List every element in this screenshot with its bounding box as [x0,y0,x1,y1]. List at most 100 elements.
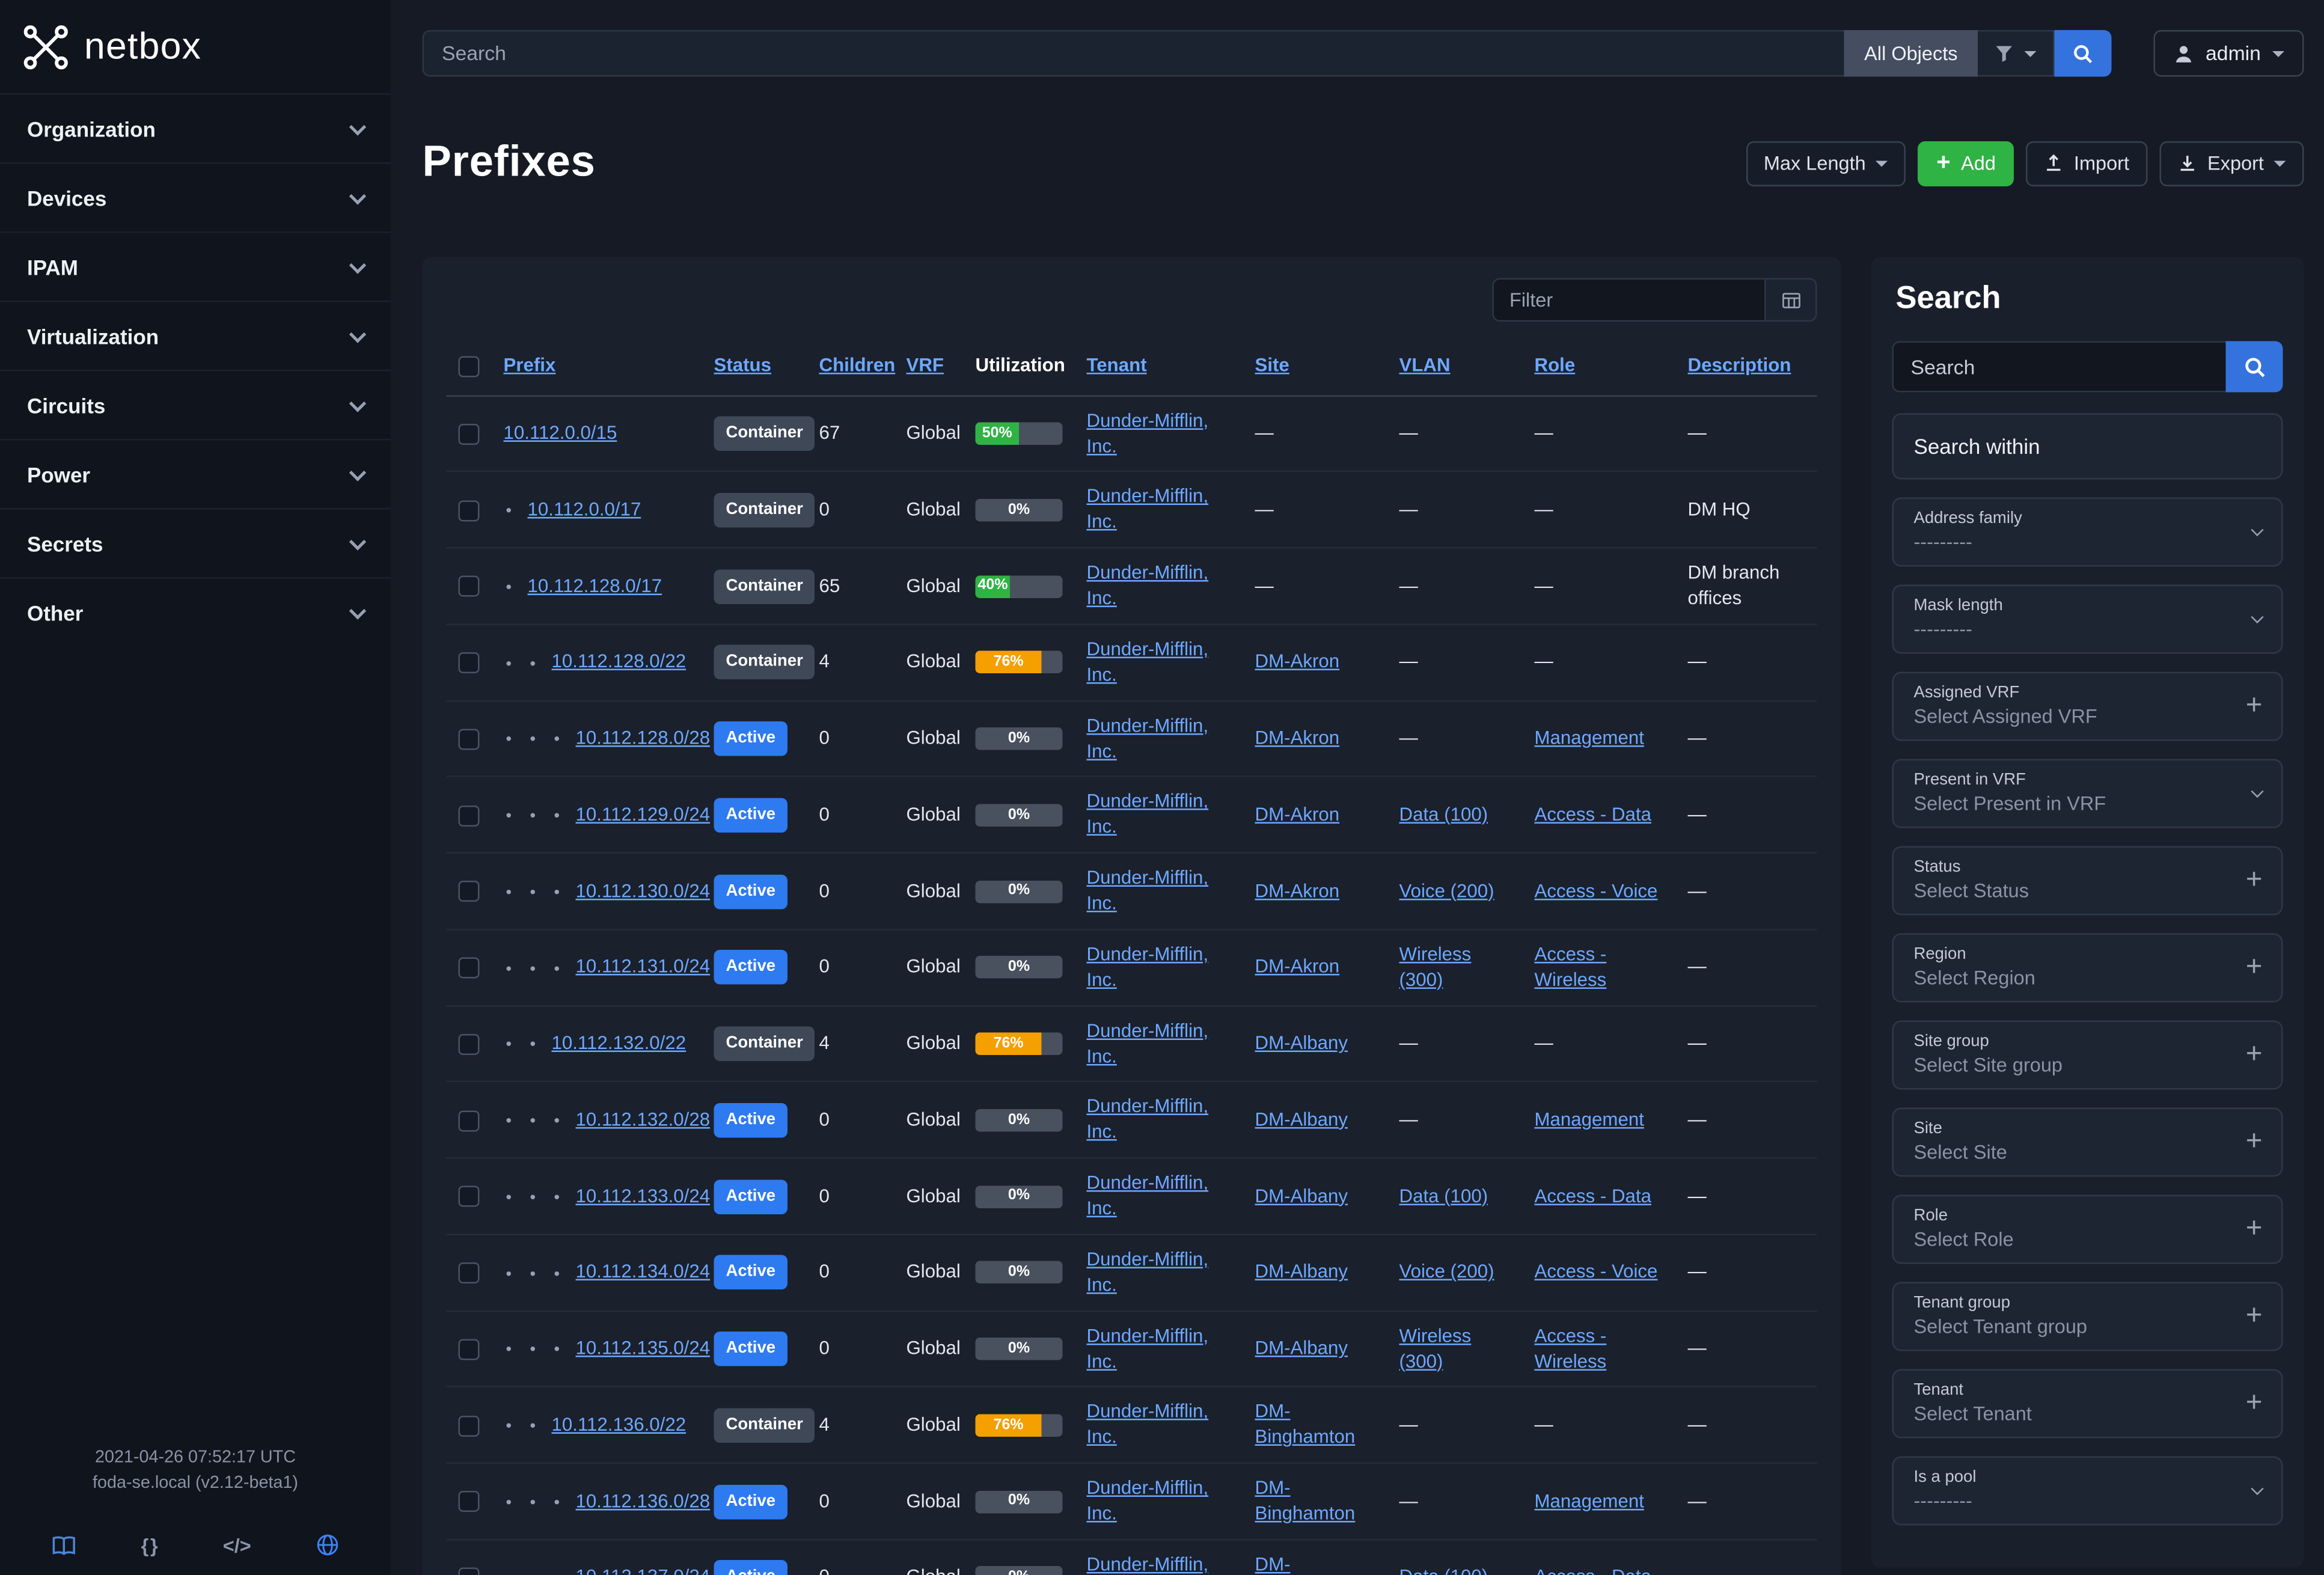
column-sort-link[interactable]: VLAN [1399,355,1451,376]
tenant-link[interactable]: Dunder-Mifflin, Inc. [1086,1096,1209,1143]
role-link[interactable]: Access - Voice [1534,880,1658,902]
site-link[interactable]: DM-Akron [1255,727,1340,749]
sidebar-item-circuits[interactable]: Circuits [0,370,391,439]
vlan-link[interactable]: Voice (200) [1399,880,1494,902]
table-columns-button[interactable] [1766,278,1818,322]
column-sort-link[interactable]: Description [1687,355,1791,376]
row-checkbox[interactable] [458,957,480,979]
column-sort-link[interactable]: Role [1534,355,1576,376]
site-link[interactable]: DM-Albany [1255,1032,1348,1054]
row-checkbox[interactable] [458,1033,480,1055]
tenant-link[interactable]: Dunder-Mifflin, Inc. [1086,638,1209,685]
table-filter-input[interactable] [1493,278,1767,322]
row-checkbox[interactable] [458,652,480,674]
role-link[interactable]: Management [1534,1490,1644,1512]
search-within-option[interactable]: Search within [1892,413,2284,480]
column-sort-link[interactable]: Site [1255,355,1289,376]
global-search-input[interactable] [422,30,1845,77]
tenant-link[interactable]: Dunder-Mifflin, Inc. [1086,486,1209,533]
tenant-link[interactable]: Dunder-Mifflin, Inc. [1086,562,1209,609]
search-scope-button[interactable]: All Objects [1844,30,1978,77]
tenant-link[interactable]: Dunder-Mifflin, Inc. [1086,1325,1209,1372]
site-link[interactable]: DM-Albany [1255,1109,1348,1130]
filter-field-site[interactable]: Site Select Site + [1892,1107,2284,1177]
prefix-link[interactable]: 10.112.128.0/28 [575,727,711,749]
site-link[interactable]: DM-Albany [1255,1185,1348,1206]
row-checkbox[interactable] [458,1414,480,1436]
user-menu-button[interactable]: admin [2153,30,2305,77]
sidebar-item-secrets[interactable]: Secrets [0,508,391,577]
prefix-link[interactable]: 10.112.134.0/24 [575,1261,711,1283]
rest-api-braces-icon[interactable]: { } [141,1534,158,1556]
tenant-link[interactable]: Dunder-Mifflin, Inc. [1086,1553,1209,1575]
docs-book-icon[interactable] [50,1534,76,1556]
tenant-link[interactable]: Dunder-Mifflin, Inc. [1086,715,1209,762]
vlan-link[interactable]: Data (100) [1399,1567,1488,1575]
filter-field-tenant-group[interactable]: Tenant group Select Tenant group + [1892,1282,2284,1351]
role-link[interactable]: Access - Voice [1534,1261,1658,1283]
row-checkbox[interactable] [458,576,480,598]
prefix-link[interactable]: 10.112.131.0/24 [575,956,711,977]
role-link[interactable]: Management [1534,727,1644,749]
tenant-link[interactable]: Dunder-Mifflin, Inc. [1086,1401,1209,1448]
role-link[interactable]: Access - Wireless [1534,1325,1607,1372]
sidebar-item-power[interactable]: Power [0,439,391,508]
import-button[interactable]: Import [2025,140,2148,186]
tenant-link[interactable]: Dunder-Mifflin, Inc. [1086,791,1209,838]
community-globe-icon[interactable] [316,1533,340,1557]
prefix-link[interactable]: 10.112.136.0/22 [551,1414,686,1436]
tenant-link[interactable]: Dunder-Mifflin, Inc. [1086,1172,1209,1219]
site-link[interactable]: DM-Akron [1255,651,1340,673]
role-link[interactable]: Management [1534,1109,1644,1130]
site-link[interactable]: DM-Akron [1255,880,1340,902]
tenant-link[interactable]: Dunder-Mifflin, Inc. [1086,1478,1209,1525]
filter-field-region[interactable]: Region Select Region + [1892,933,2284,1003]
site-link[interactable]: DM-Binghamton [1255,1401,1356,1448]
tenant-link[interactable]: Dunder-Mifflin, Inc. [1086,943,1209,991]
prefix-link[interactable]: 10.112.128.0/17 [527,575,662,596]
role-link[interactable]: Access - Wireless [1534,943,1607,991]
prefix-link[interactable]: 10.112.132.0/22 [551,1032,686,1054]
site-link[interactable]: DM-Albany [1255,1261,1348,1283]
vlan-link[interactable]: Wireless (300) [1399,1325,1472,1372]
row-checkbox[interactable] [458,1339,480,1360]
select-all-checkbox[interactable] [458,355,480,377]
role-link[interactable]: Access - Data [1534,1185,1652,1206]
site-link[interactable]: DM-Albany [1255,1338,1348,1359]
tenant-link[interactable]: Dunder-Mifflin, Inc. [1086,867,1209,914]
prefix-link[interactable]: 10.112.137.0/24 [576,1567,711,1575]
tenant-link[interactable]: Dunder-Mifflin, Inc. [1086,1020,1209,1066]
prefix-link[interactable]: 10.112.0.0/17 [527,498,641,520]
vlan-link[interactable]: Data (100) [1399,804,1488,825]
column-sort-link[interactable]: VRF [906,355,944,376]
prefix-link[interactable]: 10.112.133.0/24 [575,1185,711,1206]
add-button[interactable]: + Add [1918,140,2014,186]
filter-field-site-group[interactable]: Site group Select Site group + [1892,1020,2284,1090]
filter-field-assigned-vrf[interactable]: Assigned VRF Select Assigned VRF + [1892,671,2284,741]
code-icon[interactable]: </> [222,1534,251,1556]
filter-field-present-in-vrf[interactable]: Present in VRF Select Present in VRF [1892,759,2284,828]
sidebar-item-virtualization[interactable]: Virtualization [0,301,391,370]
site-link[interactable]: DM-Akron [1255,956,1340,977]
prefix-link[interactable]: 10.112.128.0/22 [551,651,686,673]
prefix-link[interactable]: 10.112.130.0/24 [575,880,711,902]
row-checkbox[interactable] [458,881,480,902]
tenant-link[interactable]: Dunder-Mifflin, Inc. [1086,409,1209,456]
row-checkbox[interactable] [458,804,480,826]
vlan-link[interactable]: Wireless (300) [1399,943,1472,991]
prefix-link[interactable]: 10.112.132.0/28 [575,1109,711,1130]
prefix-link[interactable]: 10.112.136.0/28 [575,1490,711,1512]
row-checkbox[interactable] [458,1491,480,1512]
sidebar-item-ipam[interactable]: IPAM [0,231,391,301]
role-link[interactable]: Access - Data [1535,1567,1652,1575]
row-checkbox[interactable] [458,1567,480,1575]
row-checkbox[interactable] [458,1110,480,1131]
panel-search-input[interactable] [1892,341,2227,393]
column-sort-link[interactable]: Status [714,355,772,376]
column-sort-link[interactable]: Tenant [1086,355,1147,376]
row-checkbox[interactable] [458,500,480,521]
filter-field-tenant[interactable]: Tenant Select Tenant + [1892,1369,2284,1439]
row-checkbox[interactable] [458,1262,480,1284]
tenant-link[interactable]: Dunder-Mifflin, Inc. [1086,1249,1209,1295]
max-length-button[interactable]: Max Length [1745,140,1907,186]
